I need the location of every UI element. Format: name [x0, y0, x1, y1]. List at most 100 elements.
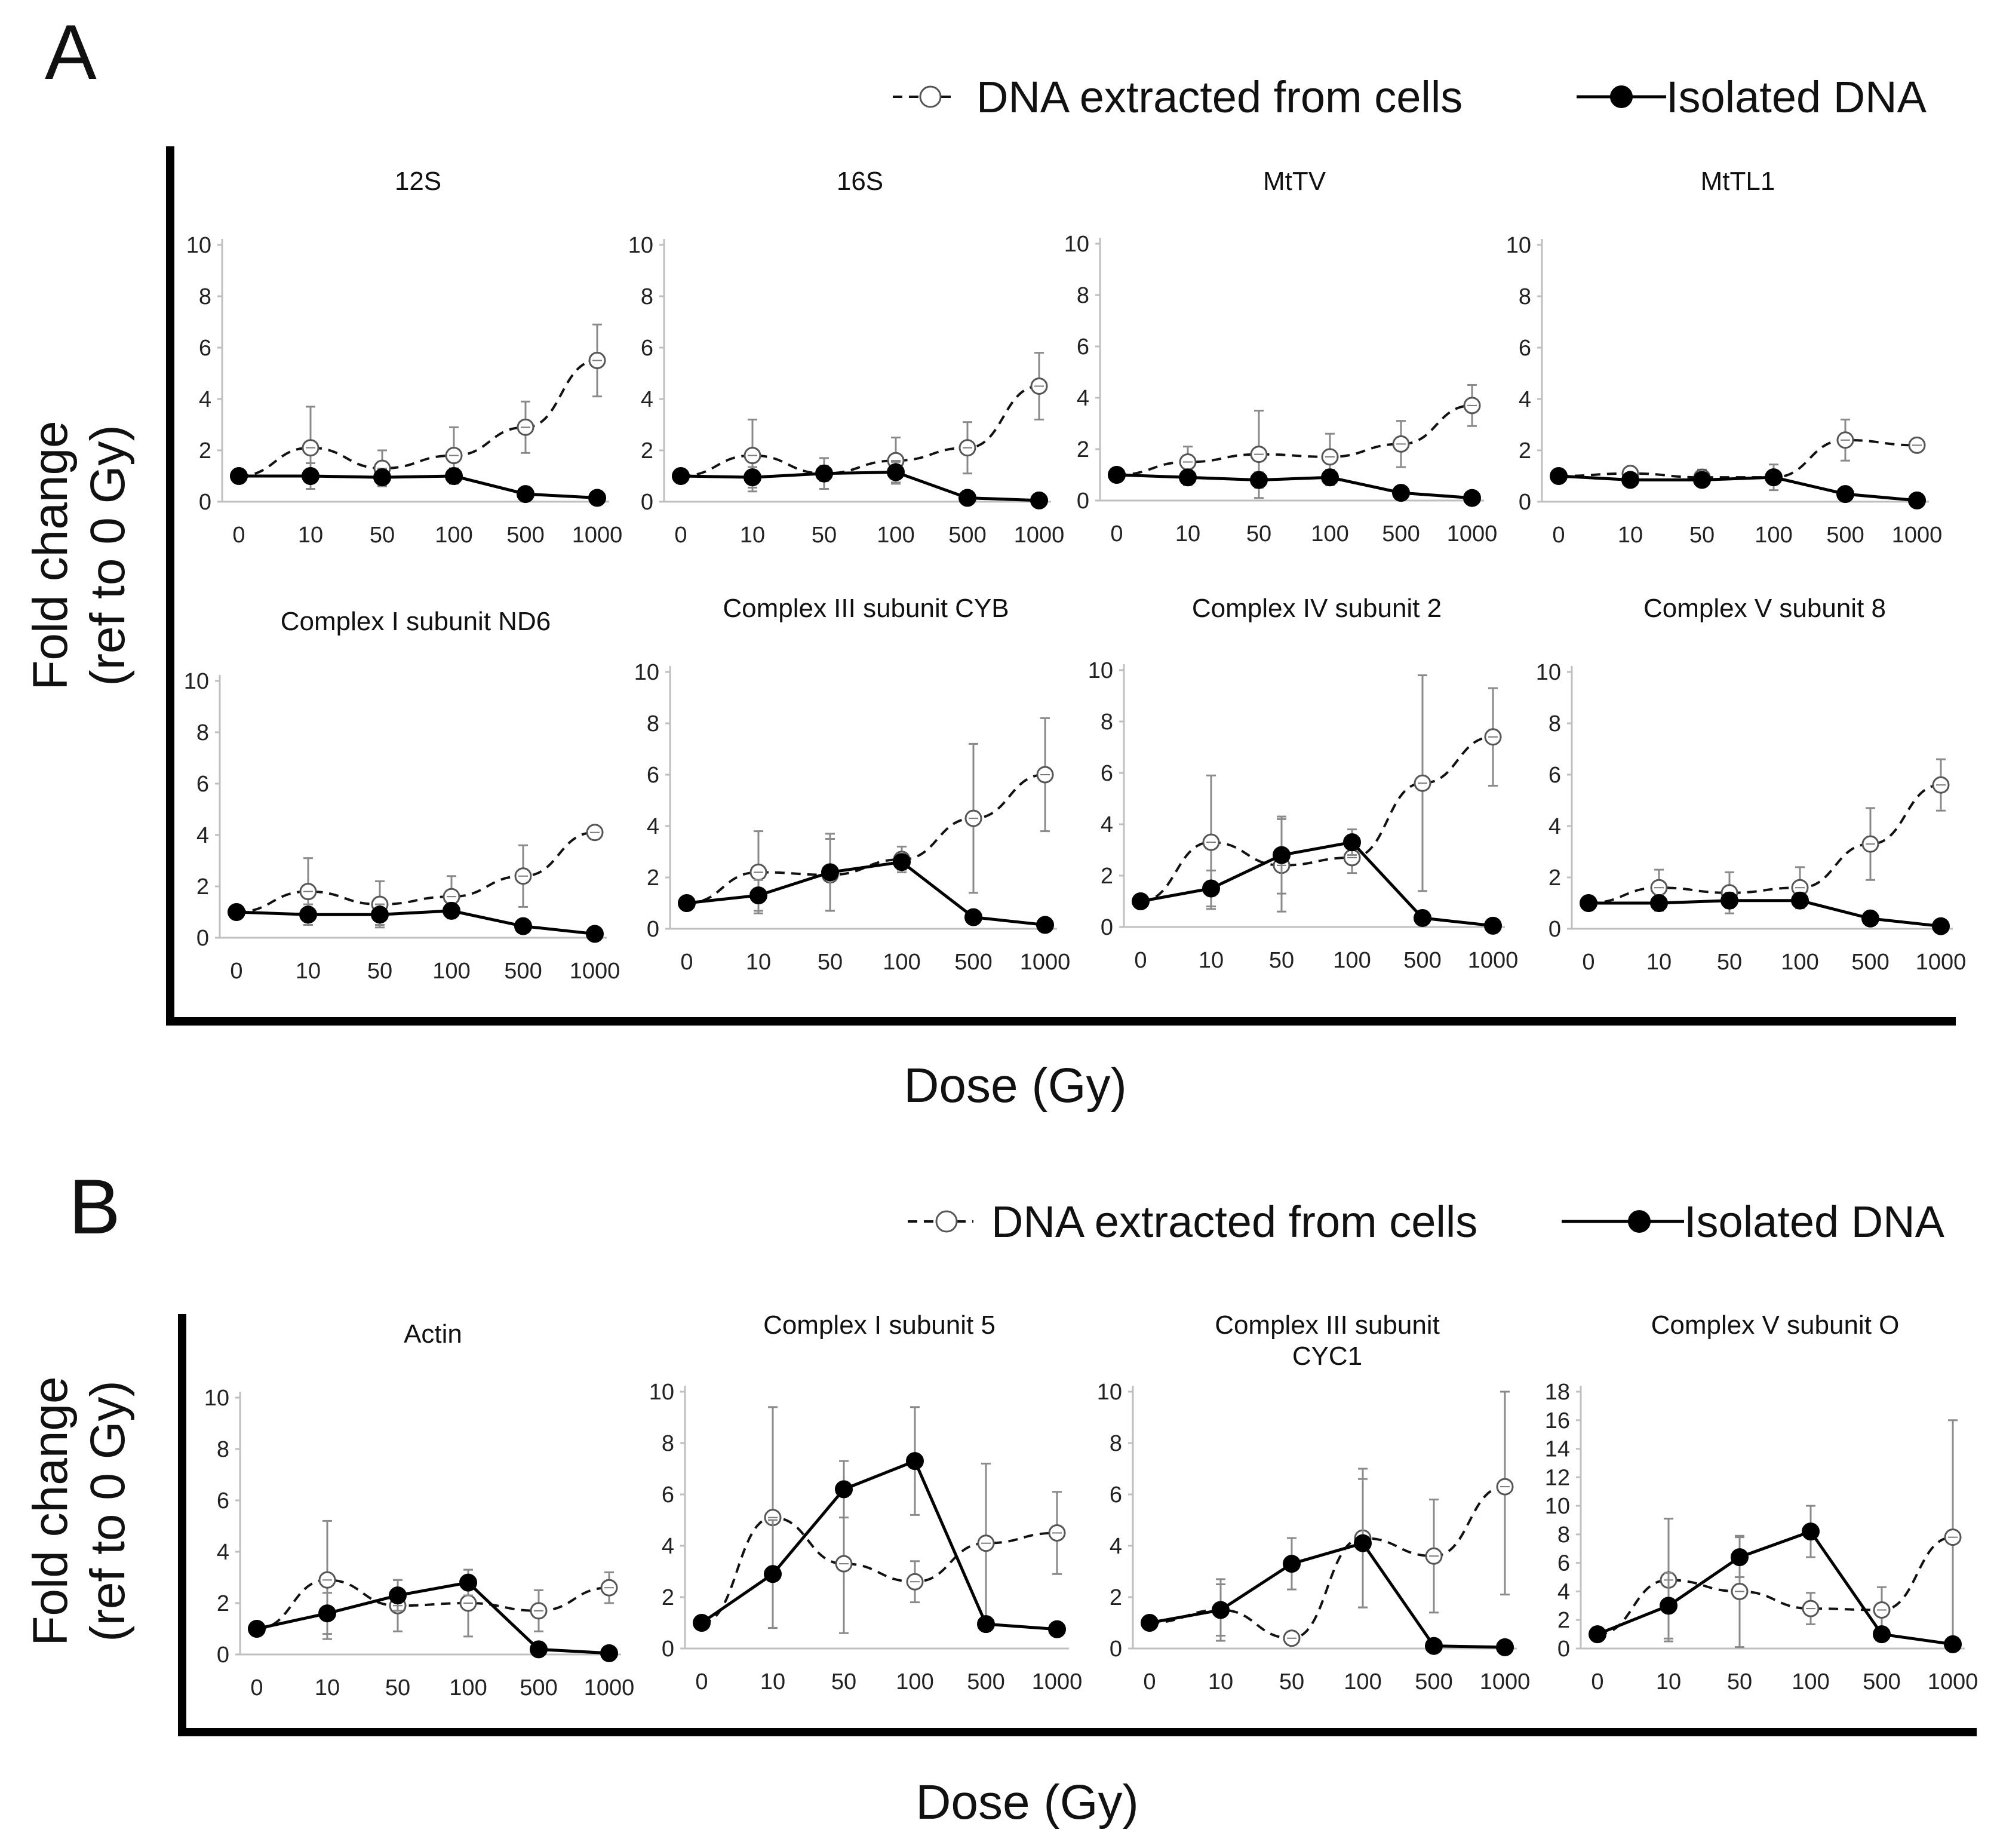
x-tick-label: 10 — [740, 523, 765, 548]
cells-line — [1558, 438, 1918, 479]
y-tick-label: 8 — [217, 1437, 229, 1462]
isolated-line — [1558, 474, 1918, 502]
series-isolated — [1132, 815, 1502, 935]
series-cells — [1580, 758, 1950, 914]
isolated-point — [389, 1586, 407, 1605]
isolated-point — [318, 1604, 336, 1623]
x-tick-label: 1000 — [1916, 950, 1967, 975]
isolated-point — [1202, 879, 1220, 898]
series-cells — [1141, 1390, 1514, 1647]
x-tick-label: 1000 — [1468, 948, 1519, 973]
panel-b-legend: DNA extracted from cells Isolated DNA — [908, 1197, 1945, 1247]
y-tick-label: 8 — [1519, 284, 1531, 309]
isolated-point — [1650, 894, 1668, 912]
subplot-title: Complex III subunit — [1215, 1310, 1440, 1340]
x-tick-label: 10 — [296, 959, 321, 984]
y-tick-label: 4 — [647, 814, 659, 839]
isolated-line — [686, 860, 1046, 927]
x-tick-label: 500 — [954, 950, 992, 975]
panel-a-frame — [166, 146, 1956, 1026]
y-tick-label: 0 — [199, 490, 211, 515]
x-tick-label: 1000 — [1892, 523, 1943, 548]
y-tick-label: 8 — [647, 711, 659, 736]
subplot-title: Complex V subunit 8 — [1643, 594, 1886, 623]
x-tick-label: 1000 — [572, 523, 623, 548]
y-tick-label: 0 — [1101, 915, 1113, 940]
y-tick-label: 2 — [662, 1585, 674, 1610]
isolated-point — [693, 1614, 711, 1632]
y-tick-label: 2 — [641, 438, 653, 463]
cells-line — [236, 831, 595, 913]
y-tick-label: 6 — [1519, 336, 1531, 361]
isolated-point — [1343, 833, 1361, 852]
isolated-point — [586, 925, 604, 943]
isolated-point — [1693, 471, 1711, 489]
isolated-point — [1580, 894, 1597, 912]
y-tick-label: 14 — [1545, 1437, 1570, 1462]
legend-isolated-marker — [1628, 1210, 1651, 1233]
x-tick-label: 0 — [250, 1675, 263, 1700]
series-isolated — [693, 1406, 1066, 1638]
y-tick-label: 8 — [199, 284, 211, 309]
series-cells — [1132, 674, 1502, 913]
isolated-point — [1250, 471, 1268, 489]
x-tick-label: 500 — [1382, 521, 1420, 547]
isolated-point — [977, 1615, 995, 1634]
x-tick-label: 100 — [883, 950, 920, 975]
isolated-line — [236, 909, 595, 936]
y-tick-label: 2 — [1110, 1585, 1122, 1610]
series-isolated — [1589, 1505, 1962, 1653]
legend-cells-label: DNA extracted from cells — [991, 1197, 1477, 1247]
isolated-point — [1589, 1625, 1606, 1644]
x-tick-label: 10 — [298, 523, 323, 548]
y-tick-label: 6 — [647, 763, 659, 788]
panel-a-ylabel-line1: Fold change — [23, 420, 78, 690]
x-tick-label: 50 — [1727, 1669, 1752, 1694]
x-tick-label: 50 — [1246, 521, 1271, 547]
isolated-line — [680, 471, 1040, 502]
isolated-point — [1283, 1555, 1301, 1573]
y-tick-label: 2 — [217, 1591, 229, 1616]
y-tick-label: 2 — [199, 438, 211, 463]
y-tick-label: 2 — [1557, 1608, 1570, 1633]
isolated-point — [530, 1640, 548, 1659]
y-tick-label: 6 — [1557, 1551, 1570, 1576]
isolated-point — [248, 1620, 266, 1638]
isolated-point — [1212, 1601, 1230, 1619]
x-tick-label: 10 — [1646, 950, 1672, 975]
y-tick-label: 6 — [1110, 1482, 1122, 1508]
x-tick-label: 1000 — [1447, 521, 1498, 547]
x-tick-label: 500 — [948, 523, 986, 548]
isolated-point — [815, 464, 833, 483]
y-tick-label: 10 — [634, 660, 659, 685]
x-tick-label: 10 — [315, 1675, 340, 1700]
cells-line — [680, 385, 1040, 477]
isolated-point — [1802, 1522, 1820, 1541]
y-tick-label: 0 — [647, 917, 659, 942]
subplot-title: MtTV — [1263, 167, 1326, 196]
x-tick-label: 1000 — [584, 1675, 635, 1700]
x-tick-label: 1000 — [570, 959, 620, 984]
x-tick-label: 500 — [520, 1675, 557, 1700]
isolated-line — [1589, 899, 1941, 928]
cells-line — [686, 773, 1046, 904]
subplot-title: 16S — [837, 167, 883, 196]
subplot-complex-v-subunit-o: Complex V subunit O 0 2 4 6 8 10 12 14 16 18 0 10 50 1… — [1545, 1310, 1978, 1694]
y-tick-label: 16 — [1545, 1408, 1570, 1433]
y-tick-label: 0 — [1110, 1637, 1122, 1662]
x-tick-label: 50 — [831, 1669, 856, 1694]
series-isolated — [672, 461, 1048, 509]
cells-line — [1597, 1536, 1953, 1636]
isolated-point — [1108, 466, 1126, 484]
x-tick-label: 1000 — [1928, 1669, 1978, 1694]
y-tick-label: 10 — [1097, 1380, 1122, 1405]
isolated-point — [1908, 491, 1926, 509]
y-tick-label: 2 — [1549, 865, 1561, 891]
x-tick-label: 100 — [896, 1669, 933, 1694]
isolated-point — [443, 901, 460, 920]
panel-b-letter: B — [69, 1163, 121, 1250]
